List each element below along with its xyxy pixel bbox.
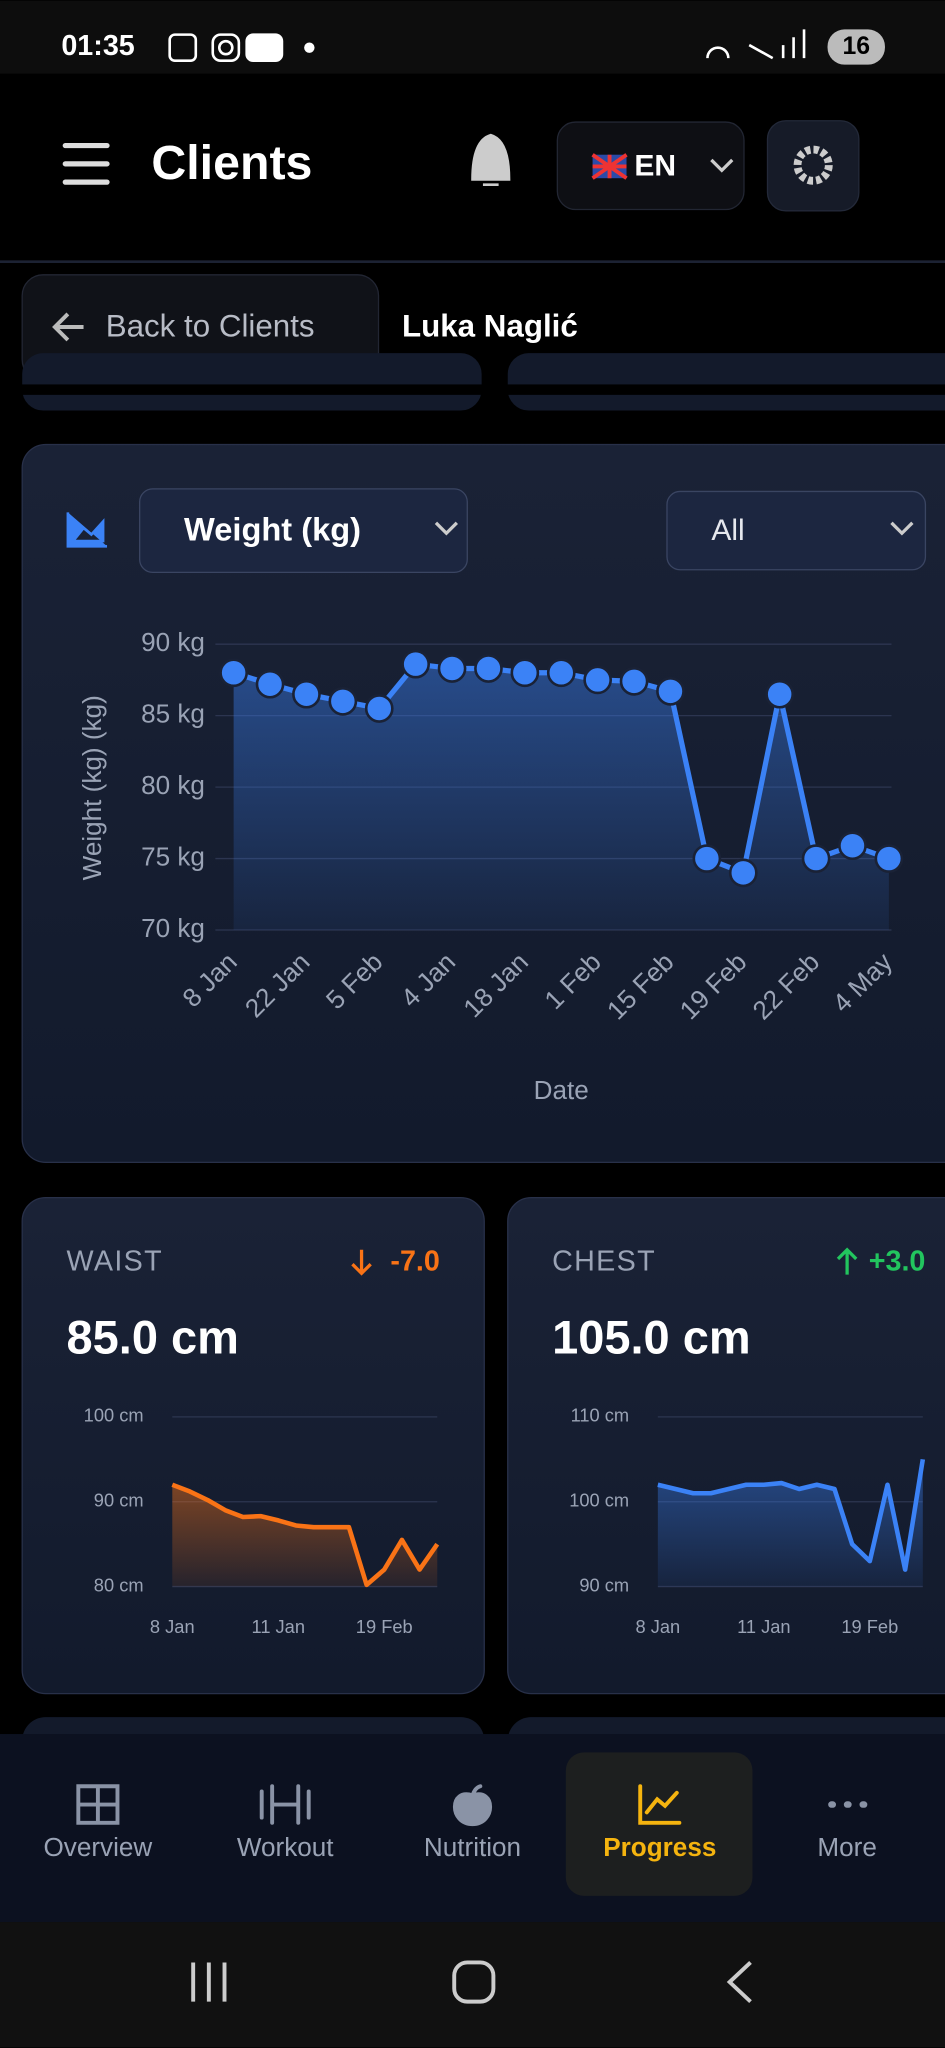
range-label: All (711, 514, 744, 547)
point (364, 694, 394, 723)
metric-card (21, 1196, 485, 1695)
metric-change: -7.0 (390, 1245, 439, 1277)
back-arrow (52, 312, 84, 342)
metric-name: WAIST (67, 1245, 163, 1277)
nav-icon (76, 1784, 120, 1825)
point (801, 844, 831, 873)
metric-selector[interactable] (139, 488, 468, 574)
point (692, 844, 722, 873)
point (874, 844, 904, 873)
x-tick-label: 11 Jan (737, 1616, 791, 1637)
y-tick-label: 85 kg (141, 699, 205, 729)
change-arrow (351, 1249, 372, 1276)
point (328, 686, 358, 716)
line (657, 1458, 926, 1572)
metric-value: 85.0 cm (67, 1311, 239, 1364)
y-axis-label: Weight (kg) (kg) (77, 695, 107, 880)
nav-label: Nutrition (424, 1832, 521, 1862)
x-tick-label: 11 Jan (252, 1616, 306, 1637)
point (619, 666, 649, 696)
settings-button[interactable] (766, 120, 860, 212)
y-tick-label: 100 cm (569, 1490, 629, 1511)
point (728, 858, 758, 888)
point (401, 649, 431, 679)
chevron (890, 521, 914, 536)
point (292, 679, 321, 709)
point (437, 654, 467, 683)
notifications-button[interactable] (471, 133, 511, 187)
x-tick-label: 8 Jan (150, 1616, 195, 1637)
y-tick-label: 100 cm (84, 1405, 144, 1426)
area (233, 664, 889, 931)
status-time: 01:35 (61, 30, 134, 62)
nav-label: More (817, 1832, 876, 1862)
y-tick-label: 110 cm (571, 1405, 630, 1426)
chevron (710, 158, 734, 173)
metric-name: CHEST (552, 1245, 656, 1277)
system-nav (0, 1922, 945, 2048)
y-tick-label: 80 kg (141, 770, 205, 800)
card-partial (507, 353, 945, 411)
range-selector[interactable] (666, 490, 927, 571)
x-axis-label: Date (534, 1075, 589, 1105)
chevron (434, 521, 458, 536)
clip-band (0, 384, 945, 395)
line (171, 1482, 440, 1588)
point (219, 658, 248, 688)
point (583, 665, 613, 695)
y-tick-label: 70 kg (141, 913, 205, 943)
bottom-nav (0, 1734, 945, 1923)
battery-level: 16 (842, 33, 870, 60)
back-label: Back to Clients (106, 309, 315, 344)
y-tick-label: 90 cm (94, 1490, 144, 1511)
header-title: Clients (151, 136, 312, 190)
nav-icon (259, 1784, 311, 1825)
point (510, 658, 540, 688)
metric-label: Weight (kg) (184, 511, 361, 548)
change-arrow (836, 1247, 858, 1275)
client-name: Luka Naglić (402, 309, 578, 344)
menu-button[interactable] (62, 142, 110, 185)
area (172, 1484, 438, 1587)
metric-value: 105.0 cm (552, 1311, 750, 1364)
point (546, 658, 576, 688)
nav-label: Workout (237, 1832, 334, 1862)
nav-icon (638, 1784, 682, 1825)
chart-icon (66, 512, 108, 548)
nav-label: Progress (603, 1832, 716, 1862)
y-tick-label: 90 cm (579, 1574, 629, 1595)
metric-change: +3.0 (869, 1245, 926, 1277)
nav-icons (76, 1752, 868, 1896)
point (255, 669, 285, 699)
point (838, 831, 867, 861)
y-tick-label: 80 cm (94, 1574, 144, 1595)
status-bar (0, 0, 945, 74)
system-buttons (191, 1960, 752, 2004)
x-tick-label: 19 Feb (356, 1616, 413, 1637)
nav-label: Overview (44, 1832, 153, 1862)
status-icons (168, 29, 806, 63)
y-tick-label: 90 kg (141, 627, 205, 657)
battery (827, 29, 885, 65)
point (765, 679, 795, 709)
language-label: EN (634, 150, 676, 183)
flag-cross (591, 153, 628, 180)
point (474, 654, 503, 683)
gear (793, 145, 833, 185)
x-tick-label: 8 Jan (636, 1616, 681, 1637)
x-tick-label: 19 Feb (841, 1616, 898, 1637)
nav-icon (452, 1784, 493, 1827)
y-tick-label: 75 kg (141, 841, 205, 871)
point (656, 676, 685, 706)
card-partial (22, 353, 482, 411)
language-selector[interactable] (556, 121, 745, 211)
